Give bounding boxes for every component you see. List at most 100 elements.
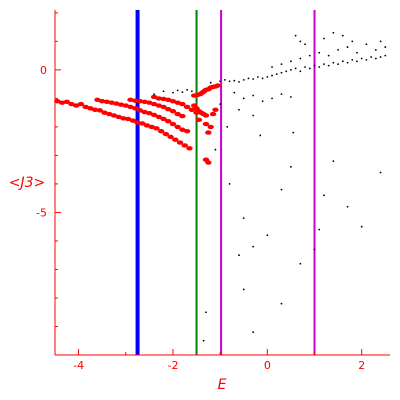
data-point [238,108,240,111]
data-point [139,121,146,126]
data-point [195,117,203,122]
data-point [323,194,325,197]
data-point [183,128,191,134]
data-point [120,116,127,121]
data-point [365,58,368,61]
data-point [261,77,264,80]
data-point [242,78,245,81]
data-point [165,107,172,112]
data-point [370,56,373,58]
data-point [280,71,283,74]
data-point [160,104,167,110]
data-point [261,100,264,103]
data-point [271,74,273,77]
data-point [337,49,339,51]
data-point [136,99,144,104]
data-point [360,225,363,228]
data-point [313,64,316,67]
data-point [124,116,132,122]
data-point [327,54,330,57]
data-point [150,112,158,118]
data-point [290,68,292,71]
data-point [226,126,229,128]
data-point [379,40,382,43]
data-point [162,131,170,137]
data-point [63,99,70,105]
x-tick-label: -4 [73,359,84,372]
data-point [290,165,292,168]
points-layer [54,31,387,342]
data-point [247,77,250,80]
data-point [190,90,193,93]
data-point [233,91,236,94]
data-point [242,288,245,291]
data-point [275,73,278,76]
data-point [323,63,325,66]
data-point [299,70,302,73]
data-point [167,134,174,140]
data-point [304,43,306,46]
data-point [252,331,255,334]
data-point [205,130,212,135]
axes-layer [54,10,390,356]
data-point [379,56,382,58]
data-point [238,254,240,257]
data-point [294,34,297,37]
data-point [96,108,104,113]
data-point [162,90,165,93]
data-point [205,311,207,314]
data-point [98,99,106,104]
data-point [266,234,269,237]
data-point [160,116,167,122]
data-point [155,96,163,101]
data-point [346,205,349,208]
data-point [256,76,259,78]
data-point [155,114,163,120]
data-point [183,104,191,110]
data-point [346,46,349,48]
data-point [202,157,210,162]
data-point [351,58,354,61]
data-point [174,124,181,130]
data-point [132,98,139,103]
data-point [77,101,85,107]
data-point [214,148,217,151]
data-point [299,40,302,43]
data-point [219,103,222,105]
data-point [285,70,288,73]
data-point [327,64,330,67]
data-point [318,51,321,54]
data-point [341,34,344,37]
data-point [290,96,292,98]
data-point [332,31,335,34]
data-point [318,228,321,231]
data-point [252,78,255,80]
data-point [299,57,302,60]
data-point [179,101,186,107]
data-point [351,40,354,43]
x-tick-label: 0 [264,359,271,372]
y-axis-title: <J3> [9,175,46,191]
data-point [146,111,153,116]
y-tick-label: -5 [36,206,47,219]
data-point [280,302,283,305]
data-point [337,63,339,66]
data-point [242,97,245,100]
reference-lines-layer [135,10,316,355]
x-tick-label: -2 [167,359,178,372]
data-point [157,128,165,134]
data-point [233,79,236,82]
data-point [323,37,325,40]
data-point [186,88,189,91]
data-point [294,67,297,70]
data-point [91,107,99,112]
data-point [332,61,335,64]
data-point [271,97,273,100]
data-point [176,89,179,92]
data-point [374,49,377,51]
data-point [259,134,262,137]
data-point [202,339,205,342]
data-point [271,66,273,68]
